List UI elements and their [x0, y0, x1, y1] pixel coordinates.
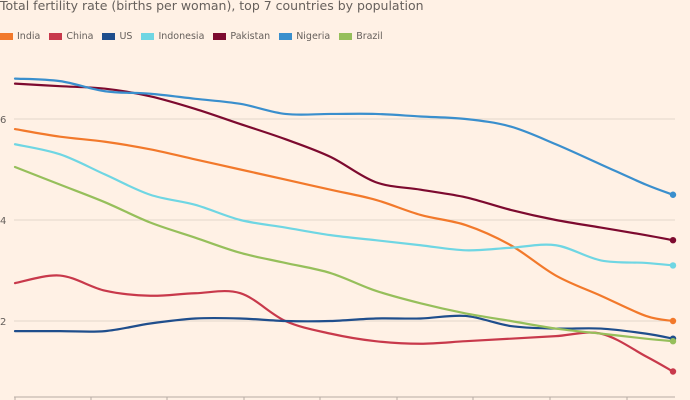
legend-swatch [213, 33, 227, 40]
series-endpoint-brazil [669, 338, 677, 345]
legend-item-china: China [49, 31, 93, 42]
legend-label: Nigeria [296, 31, 331, 42]
legend-swatch [141, 33, 155, 40]
chart-title: Total fertility rate (births per woman),… [0, 0, 424, 13]
legend-label: Pakistan [230, 31, 271, 42]
legend-item-pakistan: Pakistan [213, 31, 270, 42]
legend-swatch [49, 33, 63, 40]
series-endpoint-china [669, 368, 677, 375]
y-tick-label: 4 [0, 216, 6, 227]
series-line-china [13, 274, 675, 373]
y-tick-label: 6 [0, 115, 6, 126]
series-line-nigeria [13, 77, 675, 196]
legend-label: India [17, 31, 41, 42]
series-line-brazil [13, 165, 675, 343]
legend-item-indonesia: Indonesia [141, 31, 204, 42]
legend: India China US Indonesia Pakistan Nigeria Braz… [0, 31, 383, 42]
legend-label: Brazil [356, 31, 383, 42]
series-line-pakistan [13, 82, 675, 242]
legend-swatch [102, 33, 116, 40]
series-endpoint-indonesia [669, 262, 677, 269]
legend-label: Indonesia [158, 31, 205, 42]
series-line-indonesia [13, 143, 675, 267]
series-line-india [13, 128, 675, 323]
legend-swatch [279, 33, 293, 40]
y-tick-label: 2 [0, 317, 6, 328]
series-endpoint-nigeria [669, 191, 677, 198]
legend-label: US [119, 31, 133, 42]
legend-item-us: US [102, 31, 132, 42]
legend-item-india: India [0, 31, 40, 42]
legend-item-nigeria: Nigeria [279, 31, 330, 42]
legend-label: China [66, 31, 94, 42]
series-line-us [13, 314, 675, 340]
legend-swatch [339, 33, 353, 40]
legend-item-brazil: Brazil [339, 31, 383, 42]
series-endpoint-pakistan [669, 237, 677, 244]
series-endpoint-india [669, 317, 677, 325]
legend-swatch [0, 33, 13, 40]
